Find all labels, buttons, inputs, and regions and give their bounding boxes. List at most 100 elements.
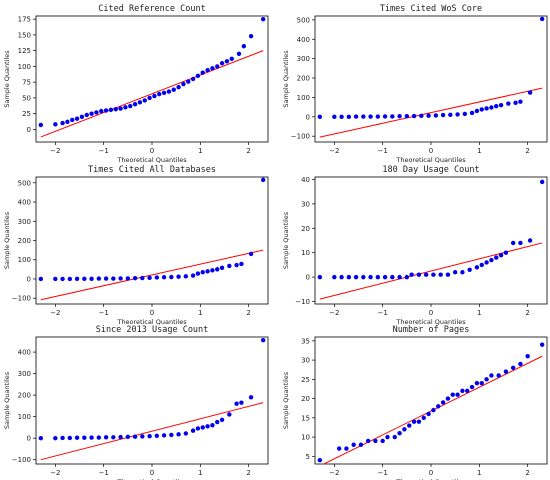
y-tick-label: 400 (18, 199, 31, 207)
x-axis-label: Theoretical Quantiles (395, 156, 466, 164)
data-point (200, 70, 205, 75)
data-point (489, 105, 494, 110)
data-point (215, 64, 220, 69)
y-tick-label: 100 (18, 256, 31, 264)
data-point (161, 433, 167, 438)
data-point (390, 274, 395, 280)
data-point (469, 110, 475, 116)
data-point (190, 428, 196, 433)
y-tick-label: 20 (301, 225, 310, 233)
data-point (361, 114, 366, 119)
data-point (426, 411, 431, 417)
data-point (239, 261, 244, 267)
data-point (38, 435, 44, 441)
data-point (215, 419, 220, 425)
plot-title: Times Cited WoS Core (380, 4, 482, 14)
data-point (527, 90, 533, 95)
x-tick-label: −1 (99, 469, 109, 477)
data-point (89, 276, 94, 281)
y-tick-label: 300 (297, 55, 310, 63)
y-tick-label: 0 (27, 435, 31, 443)
data-point (436, 404, 441, 409)
data-point (176, 432, 181, 437)
data-point (79, 114, 85, 120)
data-point (450, 392, 455, 397)
data-point (128, 103, 133, 109)
data-point (94, 110, 99, 115)
x-tick-label: 1 (477, 147, 481, 155)
data-point (157, 91, 162, 97)
data-point (455, 392, 460, 397)
y-tick-label: 35 (301, 337, 310, 345)
y-tick-label: 150 (18, 31, 31, 39)
data-point (503, 369, 509, 374)
data-point (60, 276, 65, 282)
y-tick-label: 25 (301, 376, 310, 384)
data-point (89, 435, 94, 440)
data-point (74, 276, 80, 281)
data-point (346, 114, 352, 120)
data-point (38, 122, 44, 128)
plot-data-area (38, 16, 266, 138)
data-point (409, 272, 414, 277)
data-point (53, 122, 58, 127)
data-point (260, 16, 266, 22)
data-point (484, 260, 489, 265)
data-point (190, 76, 196, 82)
data-point (474, 108, 480, 114)
data-point (132, 102, 138, 107)
data-point (479, 107, 484, 112)
data-point (518, 99, 523, 104)
data-point (382, 114, 388, 119)
data-point (103, 108, 109, 113)
data-point (426, 113, 431, 118)
data-point (176, 274, 181, 279)
y-tick-label: 10 (301, 434, 310, 442)
y-tick-label: 100 (18, 413, 31, 421)
x-tick-label: 1 (198, 147, 202, 155)
y-tick-label: 20 (301, 395, 310, 403)
data-point (416, 419, 422, 424)
data-point (368, 274, 373, 280)
data-point (496, 373, 501, 378)
x-tick-label: 2 (525, 469, 529, 477)
y-tick-label: 400 (297, 36, 310, 44)
data-point (38, 276, 44, 282)
data-point (154, 275, 160, 280)
data-point (53, 435, 58, 441)
data-point (147, 95, 152, 101)
data-point (510, 365, 516, 370)
x-tick-label: 0 (150, 309, 154, 317)
reference-line (322, 355, 543, 464)
data-point (260, 177, 266, 183)
y-tick-label: 0 (306, 274, 310, 282)
data-point (462, 111, 468, 117)
data-point (498, 252, 504, 258)
data-point (234, 401, 239, 406)
data-point (361, 274, 366, 280)
plot-title: Cited Reference Count (98, 4, 205, 14)
data-point (53, 276, 58, 282)
y-tick-label: −100 (12, 295, 31, 303)
x-tick-label: −1 (99, 309, 109, 317)
data-point (479, 262, 484, 268)
data-point (375, 114, 381, 119)
data-point (195, 271, 201, 276)
data-point (171, 87, 176, 92)
data-point (239, 400, 244, 405)
data-point (474, 380, 480, 386)
data-point (227, 263, 232, 269)
data-point (469, 384, 475, 390)
data-point (390, 114, 395, 119)
data-point (353, 114, 359, 119)
plot-frame (35, 176, 269, 305)
data-point (498, 102, 504, 108)
x-tick-label: 2 (246, 309, 250, 317)
y-tick-label: 500 (18, 179, 31, 187)
x-axis-label: Theoretical Quantiles (395, 478, 466, 480)
data-point (503, 250, 509, 255)
data-point (397, 114, 402, 119)
data-point (484, 106, 489, 111)
data-point (248, 33, 254, 39)
